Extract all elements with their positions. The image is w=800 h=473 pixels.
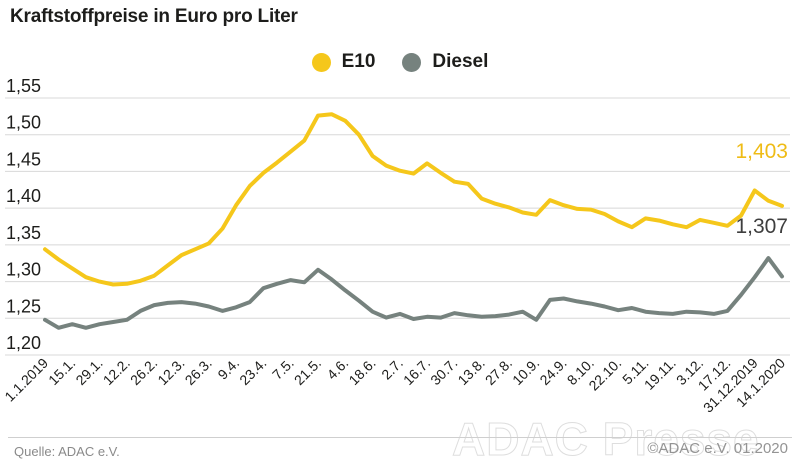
x-axis-label: 19.11. — [641, 355, 679, 393]
x-axis-label: 12.2. — [100, 355, 133, 388]
diesel-line — [43, 256, 784, 330]
x-axis-label: 16.7. — [400, 355, 433, 388]
e10-end-value-label: 1,403 — [735, 140, 788, 163]
x-axis-label: 10.9. — [509, 355, 542, 388]
footer-divider — [8, 437, 792, 438]
x-axis-label: 15.1. — [45, 355, 78, 388]
e10-legend-dot-icon — [311, 52, 331, 72]
diesel-legend-label: Diesel — [432, 51, 489, 72]
x-axis-label: 26.3. — [182, 355, 215, 388]
y-axis-label: 1,45 — [6, 149, 41, 169]
x-axis-label: 26.2. — [127, 355, 160, 388]
y-axis-label: 1,40 — [6, 186, 41, 206]
legend: E10 Diesel — [0, 51, 800, 73]
e10-legend-label: E10 — [341, 51, 376, 72]
x-axis-label: 18.6. — [345, 355, 378, 388]
diesel-end-value-label: 1,307 — [735, 215, 788, 238]
y-axis-label: 1,30 — [6, 260, 41, 280]
e10-line — [43, 112, 784, 287]
x-axis-label: 12.3. — [154, 355, 187, 388]
y-axis-label: 1,55 — [6, 76, 41, 96]
x-axis-label: 24.9. — [536, 355, 569, 388]
x-axis-label: 29.1. — [72, 355, 105, 388]
y-axis-label: 1,35 — [6, 223, 41, 243]
y-axis-label: 1,50 — [6, 113, 41, 133]
y-axis-label: 1,20 — [6, 333, 41, 353]
copyright-note: ©ADAC e.V. 01.2020 — [647, 440, 788, 457]
x-axis-label: 30.7. — [427, 355, 460, 388]
x-axis-label: 23.4. — [236, 355, 269, 388]
y-axis-label: 1,25 — [6, 296, 41, 316]
x-axis-label: 27.8. — [482, 355, 515, 388]
source-note: Quelle: ADAC e.V. — [14, 444, 120, 459]
page-title: Kraftstoffpreise in Euro pro Liter — [10, 6, 298, 27]
x-axis-label: 1.1.2019 — [1, 355, 51, 405]
diesel-legend-dot-icon — [402, 52, 422, 72]
adac-presse-watermark: ADAC Presse — [452, 413, 760, 466]
x-axis-label: 21.5. — [291, 355, 324, 388]
x-axis-label: 13.8. — [454, 355, 487, 388]
